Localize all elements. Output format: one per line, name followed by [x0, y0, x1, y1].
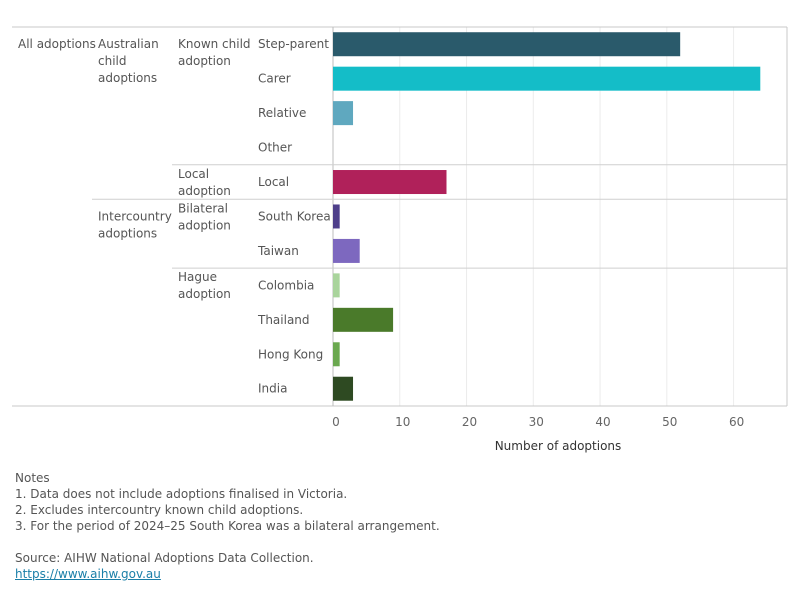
source-link[interactable]: https://www.aihw.gov.au — [15, 567, 161, 581]
x-tick-label: 20 — [462, 415, 477, 429]
source-text: Source: AIHW National Adoptions Data Col… — [15, 551, 314, 565]
bar-chart: All adoptions Australian child adoptions Int… — [12, 26, 788, 453]
category-label: Colombia — [258, 278, 314, 292]
x-tick-label: 0 — [332, 415, 340, 429]
bar — [333, 32, 681, 57]
level3-label: Local adoption — [178, 167, 231, 198]
bar — [333, 342, 340, 367]
notes-section: Notes 1. Data does not include adoptions… — [15, 470, 775, 582]
bar — [333, 307, 394, 332]
level2-label: Australian child adoptions — [98, 37, 159, 85]
note-1: 1. Data does not include adoptions final… — [15, 487, 348, 501]
bar — [333, 170, 447, 195]
bar — [333, 204, 340, 229]
category-label: Local — [258, 175, 289, 189]
bar — [333, 273, 340, 298]
category-label: Step-parent — [258, 37, 329, 51]
category-label: India — [258, 382, 287, 396]
category-label: Taiwan — [257, 244, 299, 258]
level1-label: All adoptions — [18, 37, 96, 51]
notes-heading: Notes — [15, 471, 50, 485]
category-label: Other — [258, 141, 292, 155]
bar — [333, 101, 354, 126]
note-3: 3. For the period of 2024–25 South Korea… — [15, 519, 440, 533]
x-axis-title: Number of adoptions — [495, 439, 622, 453]
note-2: 2. Excludes intercountry known child ado… — [15, 503, 304, 517]
level3-label: Known child adoption — [178, 37, 251, 68]
bar — [333, 66, 761, 91]
level3-label: Hague adoption — [178, 270, 231, 301]
x-tick-label: 50 — [662, 415, 677, 429]
chart-area: All adoptions Australian child adoptions Int… — [12, 26, 788, 453]
category-label: Thailand — [257, 313, 310, 327]
category-label: Carer — [258, 72, 291, 86]
category-label: South Korea — [258, 209, 331, 223]
category-label: Relative — [258, 106, 306, 120]
bar — [333, 238, 360, 263]
level2-label: Intercountry adoptions — [98, 209, 172, 240]
bar — [333, 376, 354, 401]
x-tick-label: 60 — [729, 415, 744, 429]
x-tick-label: 40 — [595, 415, 610, 429]
level3-label: Bilateral adoption — [178, 201, 231, 232]
category-label: Hong Kong — [258, 347, 323, 361]
x-tick-label: 10 — [395, 415, 410, 429]
x-tick-label: 30 — [529, 415, 544, 429]
